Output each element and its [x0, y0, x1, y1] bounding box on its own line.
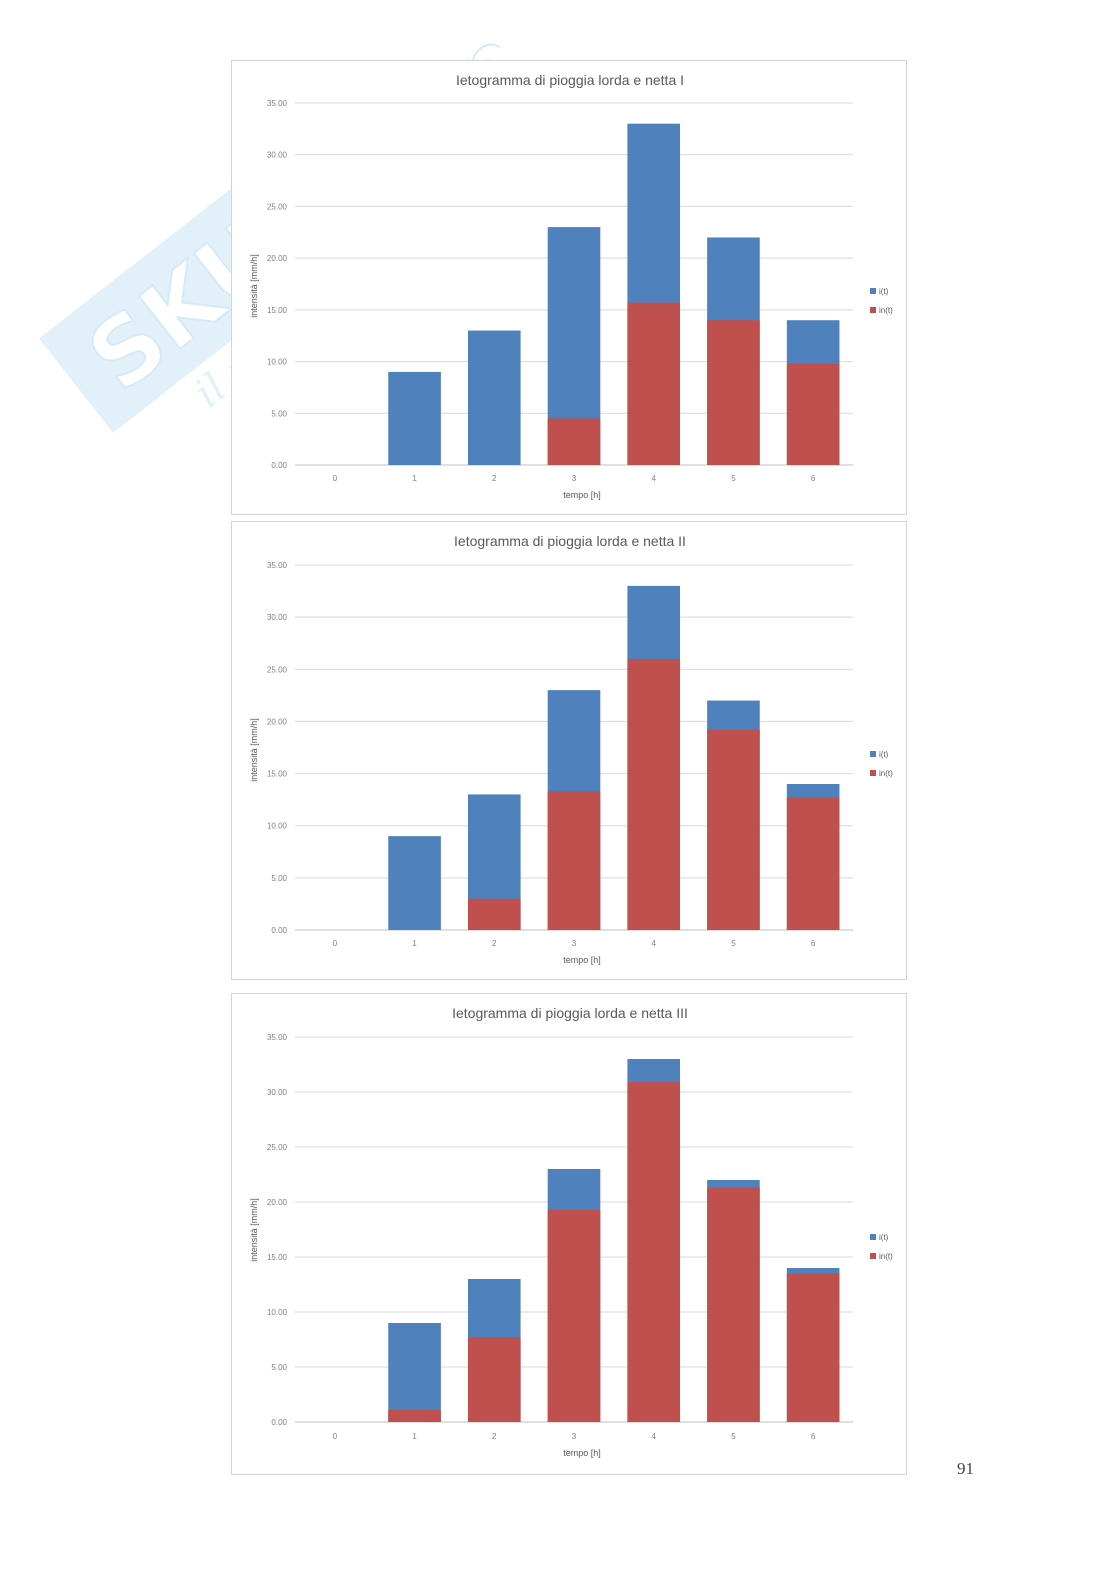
x-tick-label: 2: [492, 939, 497, 948]
y-tick-label: 35.00: [267, 99, 288, 108]
bar-gross-1: [388, 371, 441, 465]
y-tick-label: 25.00: [267, 1143, 288, 1152]
y-tick-label: 30.00: [267, 151, 288, 160]
y-tick-label: 0.00: [271, 1418, 287, 1427]
x-axis-title: tempo [h]: [563, 1448, 601, 1458]
legend-label: i(t): [879, 287, 889, 296]
bar-net-5: [707, 729, 760, 930]
x-tick-label: 1: [412, 1432, 417, 1441]
y-tick-label: 35.00: [267, 1033, 288, 1042]
x-tick-label: 0: [333, 1432, 338, 1441]
y-tick-label: 5.00: [271, 409, 287, 418]
bar-net-5: [707, 1187, 760, 1422]
x-tick-label: 2: [492, 1432, 497, 1441]
x-tick-label: 6: [811, 474, 816, 483]
x-tick-label: 1: [412, 474, 417, 483]
y-tick-label: 25.00: [267, 202, 288, 211]
y-tick-label: 30.00: [267, 613, 288, 622]
bar-gross-1: [388, 836, 441, 930]
bar-net-4: [627, 1082, 681, 1422]
y-tick-label: 30.00: [267, 1088, 288, 1097]
legend-swatch: [870, 307, 876, 313]
legend-label: i(t): [879, 750, 889, 759]
x-tick-label: 3: [572, 1432, 577, 1441]
y-tick-label: 20.00: [267, 1198, 288, 1207]
y-tick-label: 20.00: [267, 717, 288, 726]
legend-swatch: [870, 770, 876, 776]
x-tick-label: 5: [731, 474, 736, 483]
chart-panel-1: Ietogramma di pioggia lorda e netta I 0.0…: [231, 60, 907, 515]
chart-title: Ietogramma di pioggia lorda e netta II: [454, 533, 686, 549]
bar-net-4: [627, 658, 681, 930]
x-tick-label: 3: [572, 939, 577, 948]
x-tick-label: 0: [333, 939, 338, 948]
legend-label: in(t): [879, 306, 893, 315]
chart-title: Ietogramma di pioggia lorda e netta I: [456, 72, 684, 88]
chart-svg-2: Ietogramma di pioggia lorda e netta II 0.…: [249, 533, 893, 965]
x-tick-label: 0: [333, 474, 338, 483]
legend-swatch: [870, 1234, 876, 1240]
y-tick-label: 5.00: [271, 1363, 287, 1372]
legend-label: i(t): [879, 1233, 889, 1242]
x-tick-label: 2: [492, 474, 497, 483]
legend-swatch: [870, 1253, 876, 1259]
y-tick-label: 5.00: [271, 874, 287, 883]
bar-net-4: [627, 302, 681, 465]
chart-svg-1: Ietogramma di pioggia lorda e netta I 0.0…: [249, 72, 893, 500]
x-axis-title: tempo [h]: [563, 955, 601, 965]
y-tick-label: 10.00: [267, 358, 288, 367]
bar-net-5: [707, 320, 760, 465]
y-axis-title: intensità [mm/h]: [249, 718, 259, 782]
bar-net-2: [467, 898, 521, 930]
legend-label: in(t): [879, 769, 893, 778]
x-tick-label: 4: [651, 474, 656, 483]
x-tick-label: 1: [412, 939, 417, 948]
chart-panel-3: Ietogramma di pioggia lorda e netta III 0…: [231, 993, 907, 1475]
page-number: 91: [957, 1459, 974, 1478]
chart-svg-3: Ietogramma di pioggia lorda e netta III 0…: [249, 1005, 893, 1458]
y-tick-label: 25.00: [267, 665, 288, 674]
bar-gross-1: [388, 1323, 441, 1422]
x-tick-label: 3: [572, 474, 577, 483]
bar-net-6: [786, 1273, 840, 1422]
bar-net-3: [547, 791, 601, 930]
bar-net-1: [388, 1409, 441, 1422]
bar-net-2: [467, 1337, 521, 1422]
y-tick-label: 35.00: [267, 561, 288, 570]
y-tick-label: 15.00: [267, 306, 288, 315]
y-tick-label: 10.00: [267, 822, 288, 831]
y-tick-label: 15.00: [267, 770, 288, 779]
bar-net-3: [547, 418, 601, 465]
x-tick-label: 4: [651, 939, 656, 948]
y-tick-label: 0.00: [271, 461, 287, 470]
y-tick-label: 20.00: [267, 254, 288, 263]
x-tick-label: 5: [731, 1432, 736, 1441]
bar-net-6: [786, 797, 840, 930]
bar-gross-2: [467, 330, 521, 465]
legend-swatch: [870, 751, 876, 757]
chart-title: Ietogramma di pioggia lorda e netta III: [452, 1005, 688, 1021]
y-tick-label: 0.00: [271, 926, 287, 935]
chart-panel-2: Ietogramma di pioggia lorda e netta II 0.…: [231, 521, 907, 980]
bar-net-3: [547, 1209, 601, 1422]
y-axis-title: intensità [mm/h]: [249, 254, 259, 318]
x-tick-label: 4: [651, 1432, 656, 1441]
x-tick-label: 5: [731, 939, 736, 948]
bar-net-6: [786, 363, 840, 465]
y-axis-title: intensità [mm/h]: [249, 1198, 259, 1262]
y-tick-label: 10.00: [267, 1308, 288, 1317]
x-tick-label: 6: [811, 1432, 816, 1441]
x-axis-title: tempo [h]: [563, 490, 601, 500]
legend-label: in(t): [879, 1252, 893, 1261]
x-tick-label: 6: [811, 939, 816, 948]
y-tick-label: 15.00: [267, 1253, 288, 1262]
legend-swatch: [870, 288, 876, 294]
